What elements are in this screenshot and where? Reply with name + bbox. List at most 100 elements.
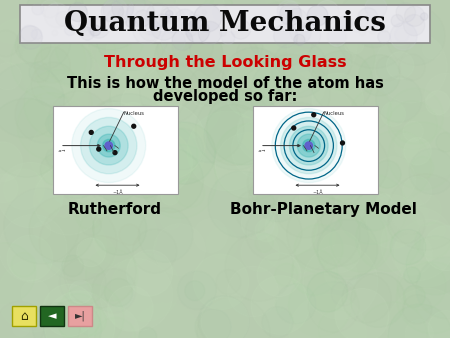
Circle shape xyxy=(95,317,135,338)
Circle shape xyxy=(0,63,64,138)
Circle shape xyxy=(436,132,450,152)
Circle shape xyxy=(287,11,357,81)
Circle shape xyxy=(275,178,335,238)
Circle shape xyxy=(176,178,205,208)
Circle shape xyxy=(120,148,170,198)
Circle shape xyxy=(166,10,173,18)
Circle shape xyxy=(29,122,92,185)
Circle shape xyxy=(403,285,425,307)
Circle shape xyxy=(409,148,450,194)
Circle shape xyxy=(211,0,232,14)
Circle shape xyxy=(246,204,302,260)
Circle shape xyxy=(96,15,144,63)
Circle shape xyxy=(127,0,155,27)
Circle shape xyxy=(310,25,375,90)
Circle shape xyxy=(34,166,103,235)
Circle shape xyxy=(148,19,166,38)
Text: Nucleus: Nucleus xyxy=(324,111,345,116)
Circle shape xyxy=(78,236,115,273)
Circle shape xyxy=(312,73,363,125)
Circle shape xyxy=(181,20,193,31)
Circle shape xyxy=(72,108,146,183)
Circle shape xyxy=(366,195,420,248)
Circle shape xyxy=(0,162,63,228)
Circle shape xyxy=(138,125,198,185)
Circle shape xyxy=(161,29,185,53)
Circle shape xyxy=(134,105,155,126)
Circle shape xyxy=(126,250,173,296)
Circle shape xyxy=(237,105,294,162)
Circle shape xyxy=(0,98,66,177)
Circle shape xyxy=(153,122,216,184)
Circle shape xyxy=(374,161,401,188)
Circle shape xyxy=(338,16,352,31)
Circle shape xyxy=(108,286,153,331)
Circle shape xyxy=(278,82,355,159)
Circle shape xyxy=(404,267,420,284)
Circle shape xyxy=(319,231,361,272)
Text: This is how the model of the atom has: This is how the model of the atom has xyxy=(67,75,383,91)
Bar xyxy=(12,306,36,326)
Circle shape xyxy=(404,15,425,36)
Text: developed so far:: developed so far: xyxy=(153,90,297,104)
Circle shape xyxy=(103,0,128,23)
Circle shape xyxy=(0,214,67,283)
Circle shape xyxy=(0,260,70,332)
Text: Rutherford: Rutherford xyxy=(68,202,162,217)
Circle shape xyxy=(89,94,169,173)
Circle shape xyxy=(375,31,447,103)
Circle shape xyxy=(409,194,441,226)
Circle shape xyxy=(259,14,298,52)
Circle shape xyxy=(19,26,42,49)
Circle shape xyxy=(143,20,158,35)
Circle shape xyxy=(321,210,342,231)
Circle shape xyxy=(152,69,221,139)
Circle shape xyxy=(388,122,450,190)
Circle shape xyxy=(425,73,450,116)
Circle shape xyxy=(34,47,70,83)
Circle shape xyxy=(100,259,173,331)
Circle shape xyxy=(15,27,51,63)
Circle shape xyxy=(327,27,346,46)
Circle shape xyxy=(405,6,425,26)
Circle shape xyxy=(309,282,359,332)
Circle shape xyxy=(315,0,339,24)
Circle shape xyxy=(29,197,94,262)
Circle shape xyxy=(0,301,44,338)
Circle shape xyxy=(351,273,405,327)
Text: Through the Looking Glass: Through the Looking Glass xyxy=(104,55,346,71)
Circle shape xyxy=(161,187,179,205)
Circle shape xyxy=(318,156,363,201)
Circle shape xyxy=(0,63,21,90)
Circle shape xyxy=(326,163,365,203)
Circle shape xyxy=(404,138,432,165)
Circle shape xyxy=(76,238,105,267)
Circle shape xyxy=(387,288,450,338)
Circle shape xyxy=(245,0,283,35)
Circle shape xyxy=(176,94,244,163)
Circle shape xyxy=(258,196,335,273)
Circle shape xyxy=(390,23,417,50)
Circle shape xyxy=(356,207,420,271)
Circle shape xyxy=(26,0,84,40)
Circle shape xyxy=(426,91,450,115)
Circle shape xyxy=(90,25,101,36)
Circle shape xyxy=(427,220,445,239)
Circle shape xyxy=(45,3,69,28)
Circle shape xyxy=(387,174,450,250)
Circle shape xyxy=(231,20,251,39)
Circle shape xyxy=(388,101,437,150)
Circle shape xyxy=(193,21,209,37)
Circle shape xyxy=(89,197,109,218)
Text: -α→: -α→ xyxy=(58,149,66,153)
Circle shape xyxy=(215,132,280,197)
Circle shape xyxy=(73,0,147,50)
Circle shape xyxy=(81,117,137,174)
Circle shape xyxy=(394,219,450,287)
Circle shape xyxy=(399,54,425,80)
Bar xyxy=(53,106,177,194)
Circle shape xyxy=(140,137,156,154)
Circle shape xyxy=(221,31,235,45)
Circle shape xyxy=(358,8,378,28)
Circle shape xyxy=(295,23,320,48)
